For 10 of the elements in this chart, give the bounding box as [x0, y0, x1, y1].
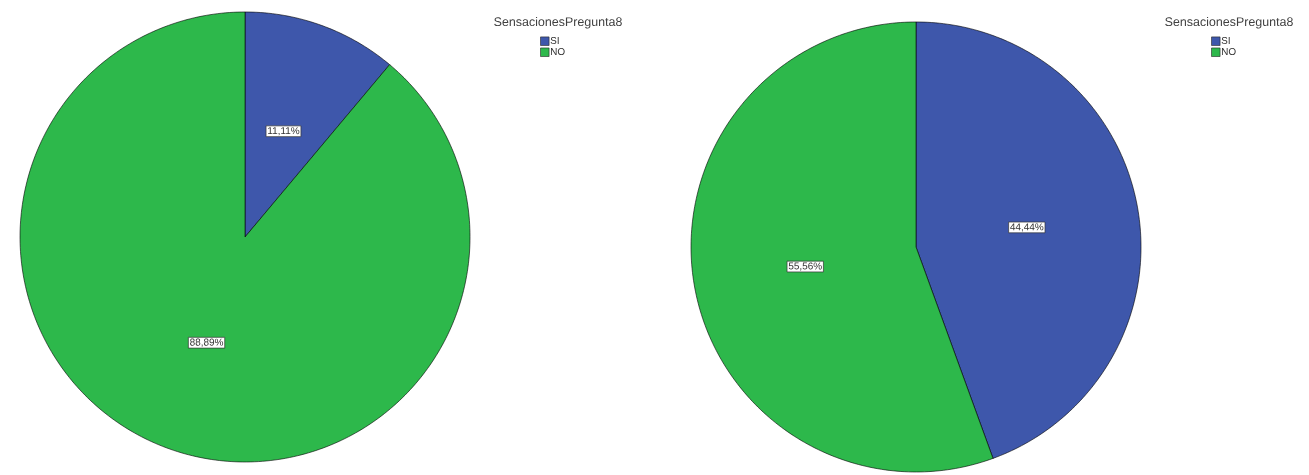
legend-label: NO [1221, 48, 1236, 56]
legend-label: SI [550, 36, 559, 45]
legend-title: SensacionesPregunta8 [494, 16, 622, 29]
data-label: 88,89% [190, 338, 224, 347]
data-label: 55,56% [788, 262, 822, 271]
data-label: 44,44% [1010, 223, 1044, 232]
legend-title: SensacionesPregunta8 [1165, 16, 1293, 29]
legend-label: NO [550, 48, 565, 56]
data-label: 11,11% [268, 127, 300, 136]
legend-label: SI [1221, 36, 1230, 45]
